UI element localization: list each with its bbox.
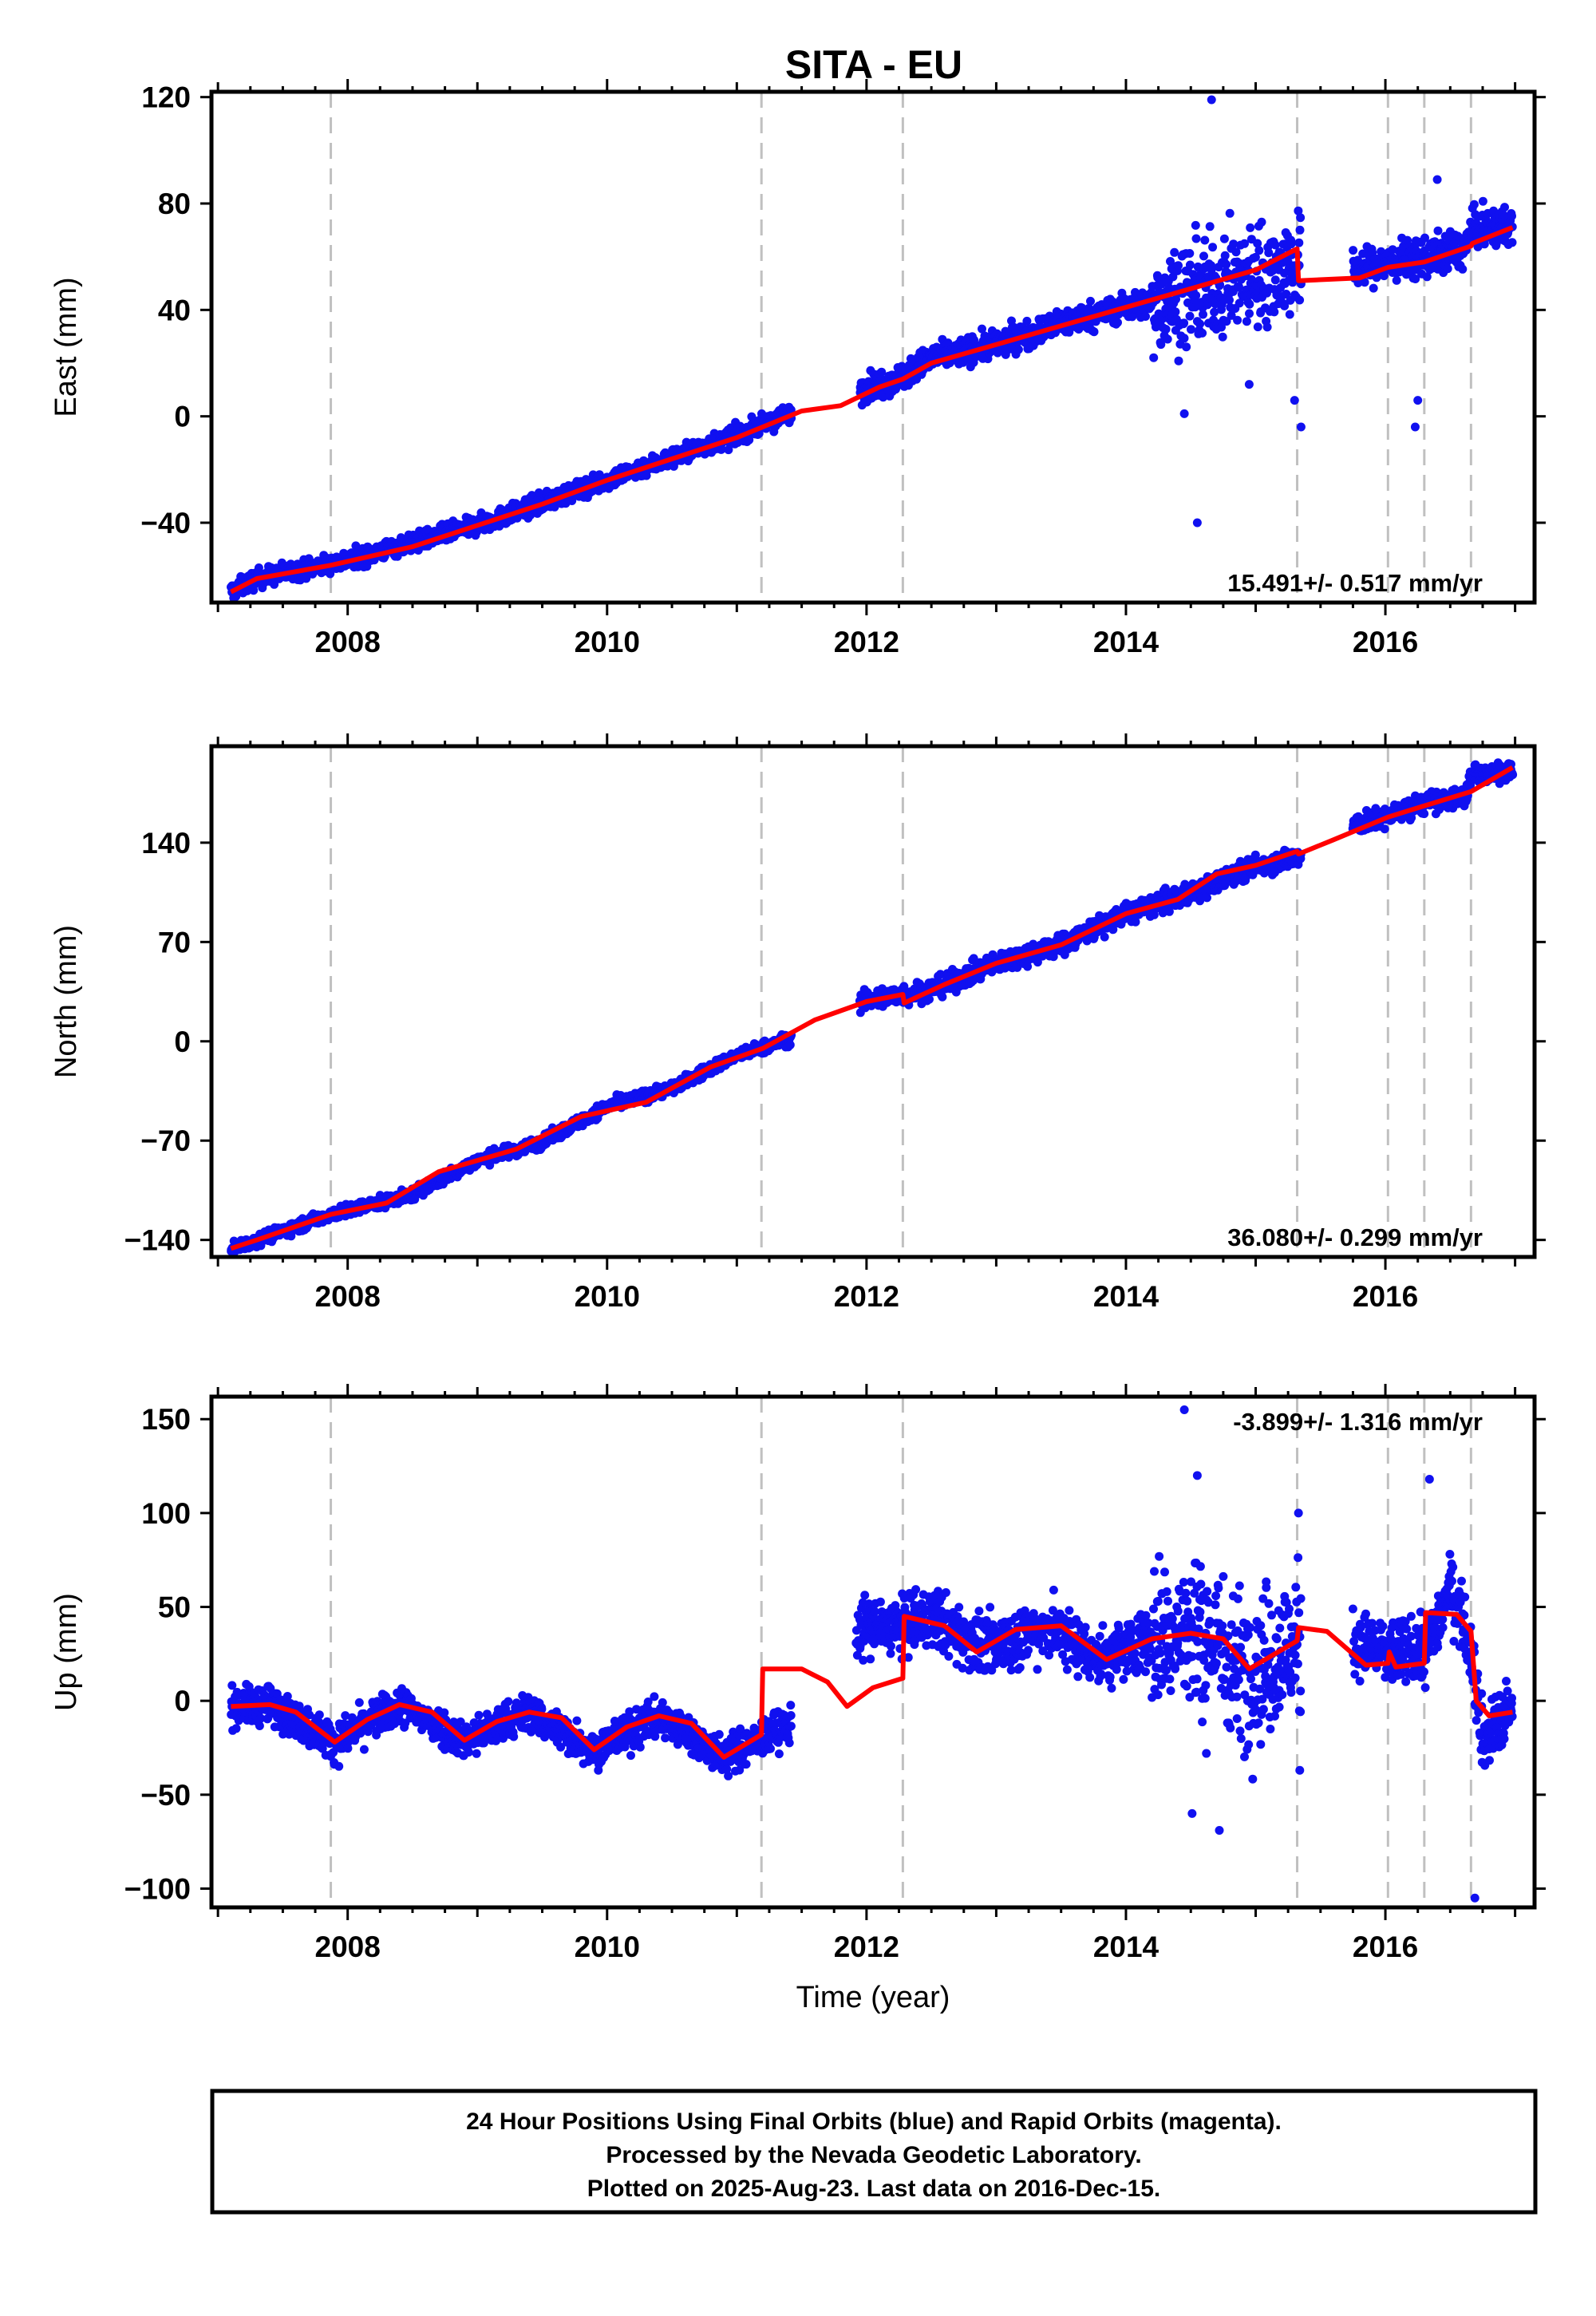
outlier-point	[1296, 422, 1306, 432]
data-point	[1161, 325, 1171, 334]
data-point	[1296, 213, 1306, 223]
data-point	[1182, 342, 1191, 352]
y-tick-label: 120	[141, 81, 191, 114]
data-point	[1233, 315, 1242, 325]
data-point	[877, 367, 887, 377]
data-point	[1294, 238, 1304, 247]
data-point	[1163, 334, 1172, 344]
data-point	[1195, 319, 1205, 329]
data-point	[1113, 318, 1122, 327]
data-point	[1191, 220, 1200, 230]
data-point	[1022, 316, 1032, 326]
data-point	[1100, 932, 1109, 942]
data-point	[1369, 283, 1378, 293]
outlier-point	[1413, 396, 1423, 405]
outlier-point	[1410, 422, 1420, 432]
data-point	[1179, 318, 1189, 328]
data-point	[1507, 211, 1516, 221]
y-tick-label: 40	[158, 294, 191, 326]
y-tick-label: −40	[140, 507, 191, 539]
data-point	[1254, 246, 1264, 255]
data-point	[1200, 235, 1210, 245]
data-point	[1270, 307, 1279, 317]
data-point	[1219, 234, 1229, 243]
outlier-point	[1432, 175, 1442, 184]
outlier-point	[1290, 396, 1299, 405]
data-point	[1225, 295, 1234, 305]
data-point	[1089, 327, 1099, 337]
data-point	[785, 1040, 795, 1049]
data-point	[1286, 239, 1296, 249]
data-points	[227, 95, 1517, 603]
data-point	[1013, 345, 1023, 354]
data-point	[254, 563, 263, 572]
data-point	[1253, 322, 1262, 332]
data-point	[925, 994, 934, 1004]
outlier-point	[1244, 380, 1254, 389]
data-point	[1185, 260, 1195, 270]
data-point	[1458, 264, 1468, 274]
data-point	[1270, 275, 1280, 285]
y-tick-label: 0	[174, 401, 191, 433]
data-point	[1433, 226, 1443, 235]
data-point	[1246, 223, 1255, 232]
data-point	[1392, 275, 1401, 285]
data-point	[1349, 246, 1358, 255]
data-point	[1245, 309, 1254, 318]
data-point	[1174, 261, 1183, 271]
data-point	[1185, 311, 1195, 321]
data-point	[1264, 248, 1274, 258]
data-point	[1179, 334, 1189, 343]
data-point	[1174, 356, 1183, 366]
plot-frame	[209, 89, 1537, 605]
y-axis-label: East (mm)	[49, 277, 83, 417]
data-point	[1187, 325, 1195, 334]
data-point	[1257, 217, 1266, 227]
x-tick-label: 2008	[315, 626, 381, 658]
data-point	[1086, 296, 1095, 306]
data-point	[1191, 234, 1201, 243]
panel-1: 120 80 40 0 −40 2008 2010 2012 2014 2016 East (mm)…	[49, 79, 1546, 658]
data-point	[1225, 208, 1235, 218]
rate-label: 15.491+/- 0.517 mm/yr	[1227, 569, 1483, 597]
outlier-point	[1207, 95, 1216, 105]
data-point	[1222, 259, 1231, 269]
x-tick-label: 2012	[834, 626, 899, 658]
data-point	[1205, 222, 1215, 231]
data-point	[1295, 225, 1305, 235]
data-point	[1170, 247, 1179, 257]
data-point	[1218, 332, 1227, 342]
x-tick-label: 2010	[575, 626, 640, 658]
data-point	[1199, 310, 1207, 319]
data-point	[1262, 322, 1272, 332]
data-point	[1198, 328, 1207, 338]
data-point	[1171, 307, 1180, 317]
x-tick-label: 2016	[1353, 626, 1418, 658]
outlier-point	[1192, 518, 1202, 528]
y-tick-label: 80	[158, 188, 191, 220]
data-point	[1208, 243, 1218, 252]
data-point	[1242, 317, 1251, 326]
outlier-point	[1179, 409, 1189, 418]
data-point	[1199, 251, 1208, 261]
data-point	[1185, 249, 1195, 258]
panels: 120 80 40 0 −40 2008 2010 2012 2014 2016 East (mm)…	[49, 79, 1546, 2014]
data-point	[1507, 238, 1517, 247]
figure-title: SITA - EU	[785, 42, 962, 87]
data-point	[1295, 295, 1305, 305]
data-point	[1149, 353, 1159, 362]
data-point	[1191, 290, 1201, 300]
data-point	[1285, 310, 1294, 319]
x-tick-label: 2014	[1093, 626, 1159, 658]
data-point	[1141, 312, 1150, 321]
data-point	[1478, 196, 1487, 206]
data-point	[1469, 200, 1479, 209]
data-point	[1443, 264, 1452, 274]
data-point	[1500, 203, 1509, 212]
data-point	[1220, 251, 1230, 260]
data-point	[1245, 299, 1254, 309]
